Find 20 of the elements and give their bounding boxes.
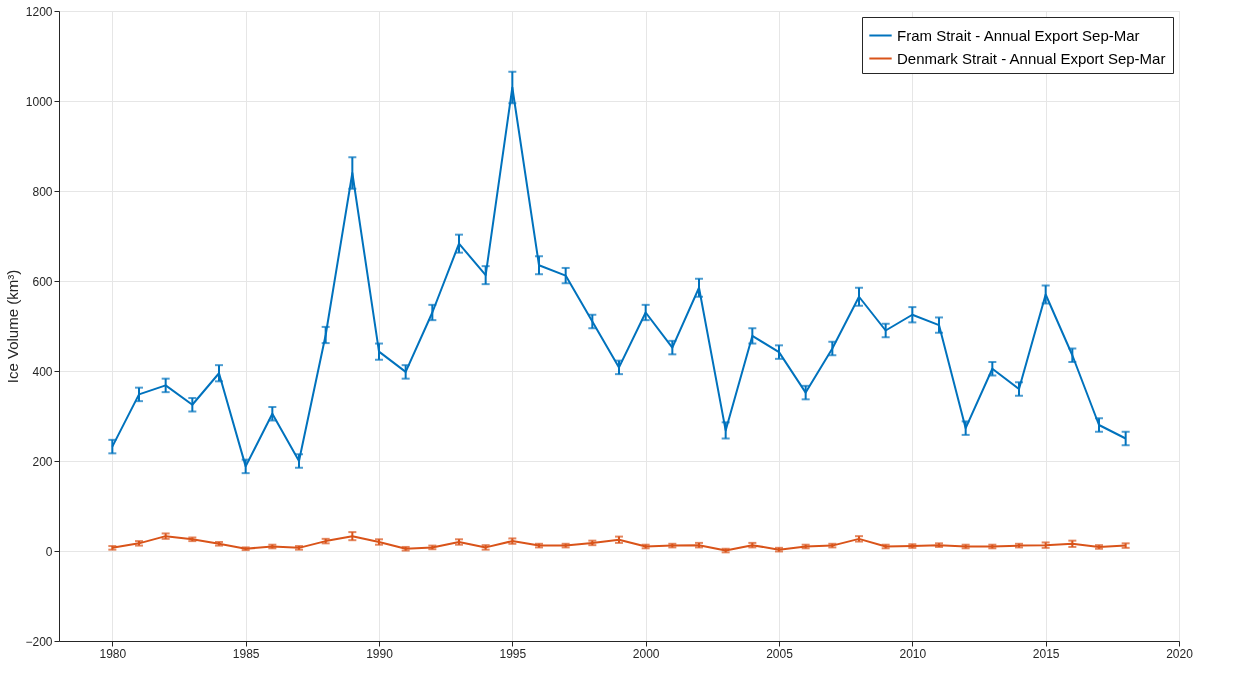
x-tick-label: 1995 (499, 646, 527, 661)
y-axis-title: Ice Volume (km³) (4, 269, 22, 384)
legend-label: Fram Strait - Annual Export Sep-Mar (897, 26, 1140, 44)
y-tick-label: 1200 (25, 4, 53, 19)
x-tick-label: 2010 (899, 646, 927, 661)
x-tick-label: 1980 (99, 646, 127, 661)
y-tick-label: 200 (32, 454, 53, 469)
x-tick-label: 1985 (232, 646, 260, 661)
legend-label: Denmark Strait - Annual Export Sep-Mar (897, 49, 1166, 67)
y-tick-label: 0 (45, 544, 53, 559)
y-tick-label: 400 (32, 364, 53, 379)
x-tick-label: 2015 (1032, 646, 1060, 661)
x-tick-label: 1990 (366, 646, 394, 661)
y-tick-label: 1000 (25, 94, 53, 109)
y-tick-label: 600 (32, 274, 53, 289)
x-tick-label: 2020 (1166, 646, 1194, 661)
x-tick-label: 2005 (766, 646, 794, 661)
y-tick-label: 800 (32, 184, 53, 199)
x-tick-label: 2000 (632, 646, 660, 661)
y-tick-label: −200 (25, 634, 53, 649)
